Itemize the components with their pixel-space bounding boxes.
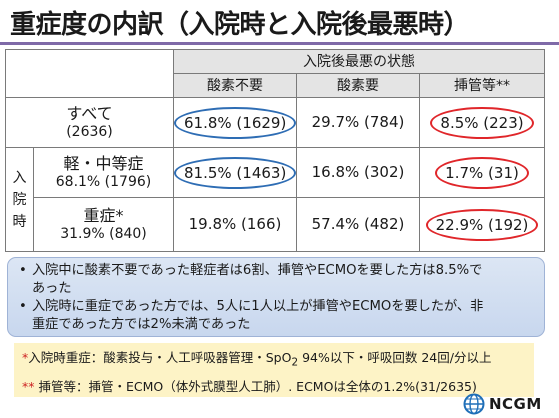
highlight-oval: 22.9% (192) xyxy=(425,208,539,241)
table-row: すべて (2636) 61.8% (1629) 29.7% (784) 8.5%… xyxy=(5,97,546,148)
footnote-intubation: ** 挿管等：挿管・ECMO（体外式膜型人工肺）. ECMOは全体の1.2%(3… xyxy=(22,375,526,399)
row-count: 31.9% (840) xyxy=(60,225,147,242)
cell-all-intubation: 8.5% (223) xyxy=(418,97,546,148)
footnote-text: 挿管等：挿管・ECMO（体外式膜型人工肺）. ECMOは全体の1.2%(31/2… xyxy=(34,378,477,394)
summary-item: • 入院中に酸素不要であった軽症者は6割、挿管やECMOを要した方は8.5%で … xyxy=(19,262,534,298)
bullet-icon: • xyxy=(19,299,27,314)
side-label-char: 入 xyxy=(12,169,27,186)
col-header-oxygen: 酸素要 xyxy=(296,73,420,98)
side-label-char: 時 xyxy=(12,213,27,230)
row-label: 軽・中等症 xyxy=(63,153,144,173)
row-label-mild: 軽・中等症 68.1% (1796) xyxy=(33,147,174,198)
row-count: (2636) xyxy=(66,123,113,140)
cell-mild-no-oxygen: 81.5% (1463) xyxy=(173,147,297,198)
footnote-severe: *入院時重症：酸素投与・人工呼吸器管理・SpO2 94%以下・呼吸回数 24回/… xyxy=(22,346,526,375)
summary-line: あった xyxy=(32,281,72,296)
row-label-all: すべて (2636) xyxy=(5,97,174,148)
cell-value: 19.8% (166) xyxy=(188,215,282,233)
cell-all-oxygen: 29.7% (784) xyxy=(296,97,420,148)
cell-all-no-oxygen: 61.8% (1629) xyxy=(173,97,297,148)
highlight-oval: 1.7% (31) xyxy=(435,156,529,189)
footnote-text: 入院時重症：酸素投与・人工呼吸器管理・SpO xyxy=(28,350,292,365)
row-label: すべて xyxy=(66,103,113,123)
summary-line: 入院中に酸素不要であった軽症者は6割、挿管やECMOを要した方は8.5%で xyxy=(32,263,483,278)
ncgm-logo: NCGM xyxy=(463,393,542,415)
summary-line: 重症であった方では2%未満であった xyxy=(32,317,251,332)
cell-severe-oxygen: 57.4% (482) xyxy=(296,197,420,252)
side-label-char: 院 xyxy=(12,191,27,208)
cell-mild-intubation: 1.7% (31) xyxy=(418,147,546,198)
page-title: 重症度の内訳（入院時と入院後最悪時） xyxy=(10,10,470,40)
summary-item: • 入院時に重症であった方では、5人に1人以上が挿管やECMOを要したが、非 重… xyxy=(19,298,534,334)
bullet-icon: • xyxy=(19,263,27,278)
cell-value: 57.4% (482) xyxy=(311,215,405,233)
table-row: 入 院 時 軽・中等症 68.1% (1796) 81.5% (1463) 16… xyxy=(5,147,546,252)
col-header-intubation: 挿管等** xyxy=(418,73,546,98)
footnote-text: 94%以下・呼吸回数 24回/分以上 xyxy=(298,350,492,365)
admission-side-label: 入 院 時 xyxy=(5,147,34,252)
highlight-oval: 81.5% (1463) xyxy=(174,156,297,189)
col-header-no-oxygen: 酸素不要 xyxy=(173,73,297,98)
logo-text: NCGM xyxy=(489,395,542,413)
footnote-subscript: 2 xyxy=(291,356,299,369)
cell-severe-intubation: 22.9% (192) xyxy=(418,197,546,252)
cell-value: 29.7% (784) xyxy=(311,113,405,131)
title-divider xyxy=(0,42,559,45)
footnotes-box: *入院時重症：酸素投与・人工呼吸器管理・SpO2 94%以下・呼吸回数 24回/… xyxy=(14,343,534,397)
summary-box: • 入院中に酸素不要であった軽症者は6割、挿管やECMOを要した方は8.5%で … xyxy=(7,257,545,337)
highlight-oval: 61.8% (1629) xyxy=(174,106,297,139)
cell-mild-oxygen: 16.8% (302) xyxy=(296,147,420,198)
globe-logo-icon xyxy=(463,393,485,415)
row-count: 68.1% (1796) xyxy=(55,173,152,190)
corner-cell xyxy=(5,49,174,98)
row-label-severe: 重症* 31.9% (840) xyxy=(33,197,174,252)
cell-severe-no-oxygen: 19.8% (166) xyxy=(173,197,297,252)
group-header: 入院後最悪の状態 xyxy=(172,49,546,74)
highlight-oval: 8.5% (223) xyxy=(430,106,534,139)
footnote-marker: ** xyxy=(22,378,35,394)
severity-table: 入院後最悪の状態 酸素不要 酸素要 挿管等** すべて (2636) 61.8%… xyxy=(5,49,546,252)
summary-line: 入院時に重症であった方では、5人に1人以上が挿管やECMOを要したが、非 xyxy=(32,299,484,314)
row-label: 重症* xyxy=(83,205,124,225)
footnote-marker: * xyxy=(22,350,29,365)
cell-value: 16.8% (302) xyxy=(311,163,405,181)
table-row: 重症* 31.9% (840) 19.8% (166) 57.4% (482) … xyxy=(6,197,546,252)
